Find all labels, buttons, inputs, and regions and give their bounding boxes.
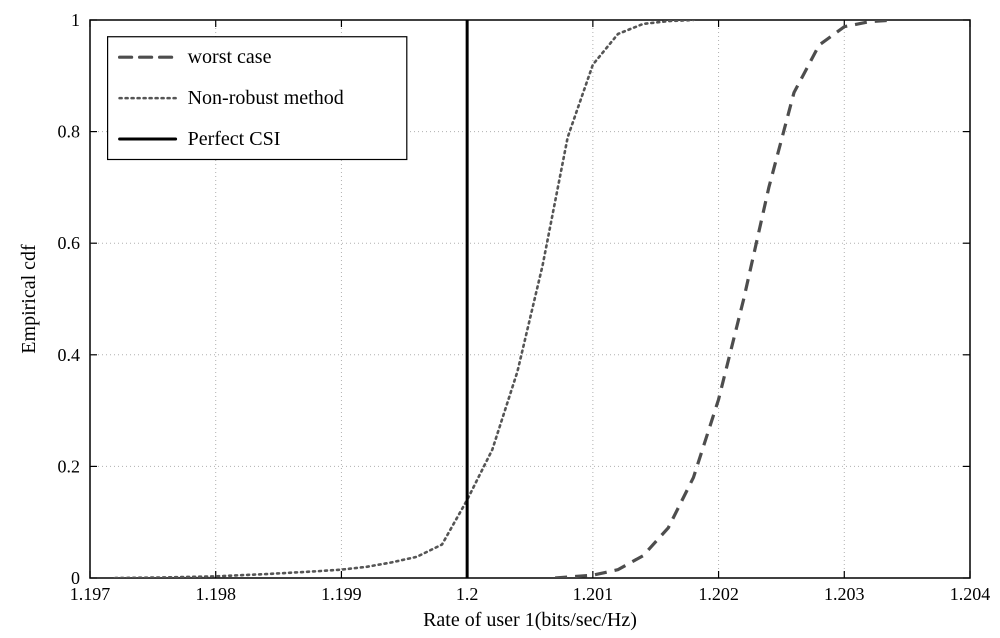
x-tick-label: 1.201 — [573, 584, 614, 604]
legend: worst case Non-robust method Perfect CSI — [108, 37, 407, 160]
legend-label: worst case — [188, 46, 272, 68]
x-tick-label: 1.2 — [456, 584, 479, 604]
x-axis-label: Rate of user 1(bits/sec/Hz) — [423, 609, 637, 631]
x-tick-label: 1.198 — [195, 584, 236, 604]
y-tick-label: 0.4 — [58, 345, 81, 365]
cdf-chart: 1.1971.1981.1991.21.2011.2021.2031.20400… — [0, 0, 1000, 638]
y-tick-label: 1 — [71, 10, 80, 30]
legend-label: Perfect CSI — [188, 128, 281, 150]
x-tick-label: 1.204 — [950, 584, 991, 604]
y-tick-label: 0.8 — [58, 122, 81, 142]
chart-container: 1.1971.1981.1991.21.2011.2021.2031.20400… — [0, 0, 1000, 638]
y-tick-label: 0.6 — [58, 233, 81, 253]
x-tick-label: 1.199 — [321, 584, 362, 604]
y-axis-label: Empirical cdf — [18, 244, 40, 354]
y-tick-label: 0.2 — [58, 456, 81, 476]
y-tick-label: 0 — [71, 568, 80, 588]
legend-label: Non-robust method — [188, 87, 344, 109]
x-tick-label: 1.203 — [824, 584, 865, 604]
x-tick-label: 1.202 — [698, 584, 739, 604]
